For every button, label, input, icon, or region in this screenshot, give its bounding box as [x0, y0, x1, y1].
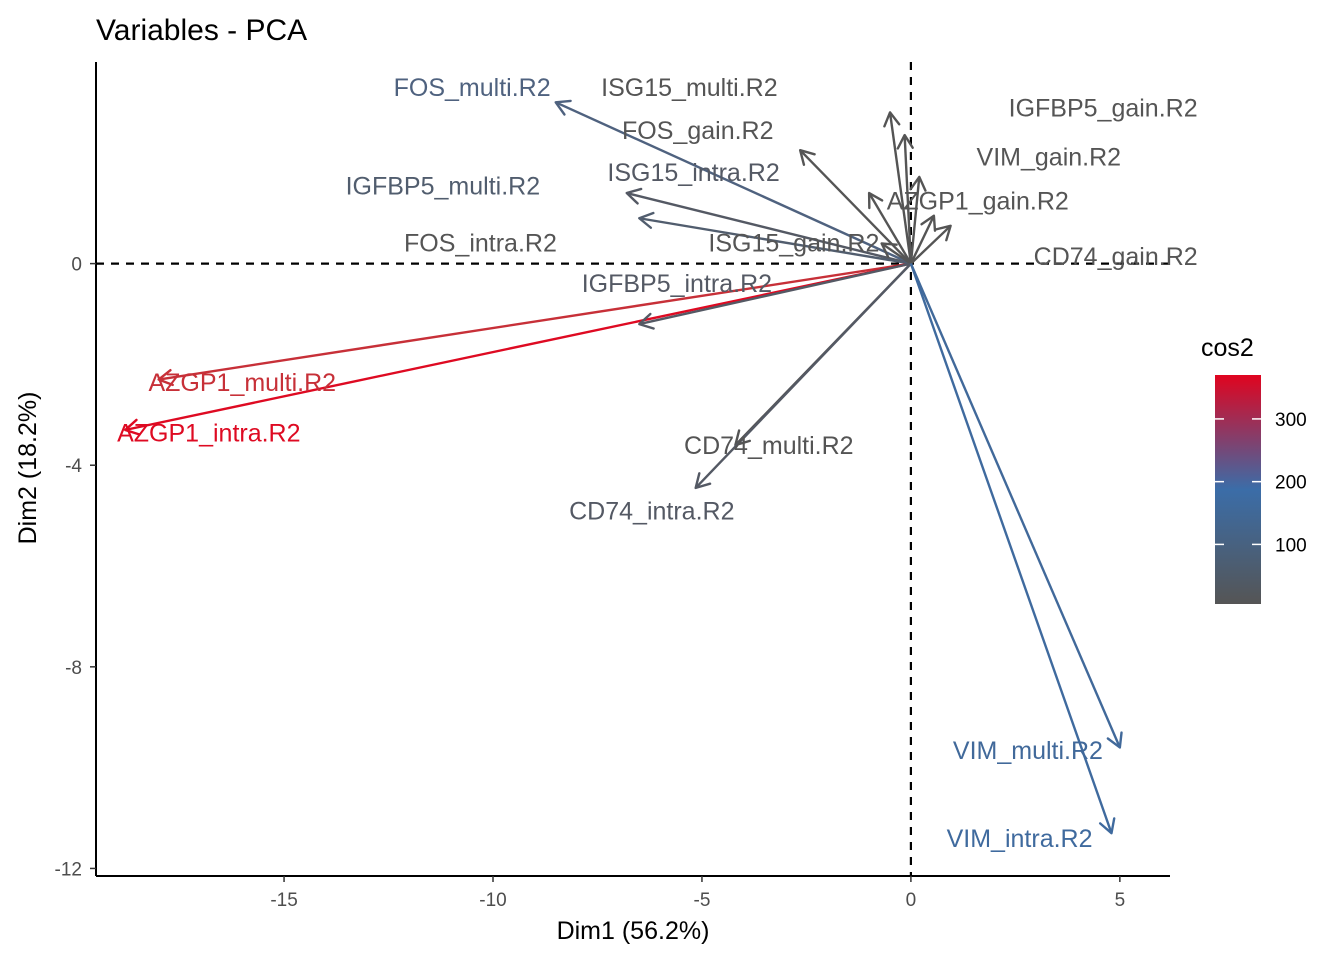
arrowhead-cd74-intra-r2: [694, 472, 712, 490]
arrowhead-fos-gain-r2: [798, 149, 816, 166]
arrow-igfbp5-intra-r2: [639, 262, 912, 326]
label-vim-multi-r2: VIM_multi.R2: [953, 737, 1103, 765]
label-azgp1-intra-r2: AZGP1_intra.R2: [117, 419, 300, 447]
y-axis-title: Dim2 (18.2%): [14, 392, 42, 545]
label-azgp1-multi-r2: AZGP1_multi.R2: [148, 369, 336, 397]
arrowhead-igfbp5-intra-r2: [638, 312, 655, 330]
x-tick-label: 0: [906, 890, 917, 911]
legend-tick-label: 200: [1275, 473, 1307, 494]
arrowhead-cd74-gain-r2: [934, 224, 952, 242]
x-tick-label: -10: [479, 890, 506, 911]
arrowhead-isg15-multi-r2: [883, 111, 901, 128]
cos2-legend: cos2 100 200 300: [1201, 334, 1307, 604]
label-igfbp5-intra-r2: IGFBP5_intra.R2: [582, 270, 772, 298]
arrowhead-fos-intra-r2: [867, 191, 884, 210]
arrow-azgp1-intra-r2: [125, 262, 912, 432]
label-igfbp5-gain-r2: IGFBP5_gain.R2: [1009, 94, 1198, 122]
arrowhead-azgp1-intra-r2: [124, 418, 141, 436]
arrow-cd74-intra-r2: [694, 262, 912, 489]
arrow-cd74-gain-r2: [910, 224, 952, 265]
label-cd74-multi-r2: CD74_multi.R2: [684, 432, 854, 460]
arrow-igfbp5-gain-r2: [903, 135, 913, 264]
arrow-azgp1-multi-r2: [158, 262, 912, 381]
label-fos-intra-r2: FOS_intra.R2: [404, 229, 557, 257]
arrow-isg15-gain-r2: [880, 242, 912, 265]
x-tick-label: 5: [1115, 890, 1126, 911]
chart-title: Variables - PCA: [96, 14, 307, 47]
y-tick-label: 0: [71, 255, 82, 276]
legend-colorbar: [1215, 375, 1261, 604]
arrow-isg15-intra-r2: [626, 191, 912, 265]
plot-area: -15 -10 -5 0 5 -12 -8 -4 0 AZGP1_multi.R2 AZGP1_in…: [55, 62, 1198, 911]
arrow-fos-intra-r2: [868, 192, 912, 265]
label-vim-intra-r2: VIM_intra.R2: [947, 825, 1093, 853]
arrow-vim-intra-r2: [909, 263, 1113, 834]
x-axis-title: Dim1 (56.2%): [557, 917, 710, 945]
arrow-fos-multi-r2: [555, 101, 912, 265]
arrowhead-azgp1-gain-r2: [920, 214, 937, 232]
label-isg15-gain-r2: ISG15_gain.R2: [708, 229, 879, 257]
arrowhead-igfbp5-gain-r2: [896, 133, 914, 150]
arrowhead-vim-multi-r2: [1106, 731, 1123, 749]
legend-ticks: 100 200 300: [1215, 410, 1307, 556]
x-tick-label: -5: [694, 890, 711, 911]
legend-title: cos2: [1201, 334, 1254, 362]
arrow-azgp1-gain-r2: [909, 215, 935, 265]
label-vim-gain-r2: VIM_gain.R2: [977, 143, 1122, 171]
label-fos-gain-r2: FOS_gain.R2: [622, 117, 773, 145]
label-cd74-intra-r2: CD74_intra.R2: [569, 498, 734, 526]
label-fos-multi-r2: FOS_multi.R2: [394, 74, 551, 102]
arrow-isg15-multi-r2: [888, 112, 913, 264]
arrowhead-vim-gain-r2: [909, 175, 927, 192]
label-igfbp5-multi-r2: IGFBP5_multi.R2: [346, 172, 541, 200]
arrowhead-fos-multi-r2: [554, 99, 572, 116]
label-cd74-gain-r2: CD74_gain.R2: [1034, 243, 1198, 271]
arrowhead-isg15-intra-r2: [625, 187, 643, 205]
y-tick-label: -4: [65, 456, 82, 477]
arrowhead-vim-intra-r2: [1098, 817, 1116, 835]
y-tick-label: -12: [55, 859, 82, 880]
legend-tick-label: 100: [1275, 535, 1307, 556]
arrow-vim-multi-r2: [909, 263, 1121, 748]
arrowhead-isg15-gain-r2: [880, 242, 898, 259]
label-isg15-intra-r2: ISG15_intra.R2: [607, 159, 779, 187]
arrowhead-azgp1-multi-r2: [157, 368, 174, 387]
label-azgp1-gain-r2: AZGP1_gain.R2: [887, 188, 1069, 216]
arrowhead-igfbp5-multi-r2: [638, 211, 655, 229]
x-tick-label: -15: [270, 890, 297, 911]
legend-tick-label: 300: [1275, 410, 1307, 431]
arrow-igfbp5-multi-r2: [639, 217, 912, 265]
arrow-vim-gain-r2: [909, 176, 921, 264]
y-tick-label: -8: [65, 658, 82, 679]
label-isg15-multi-r2: ISG15_multi.R2: [601, 74, 777, 102]
